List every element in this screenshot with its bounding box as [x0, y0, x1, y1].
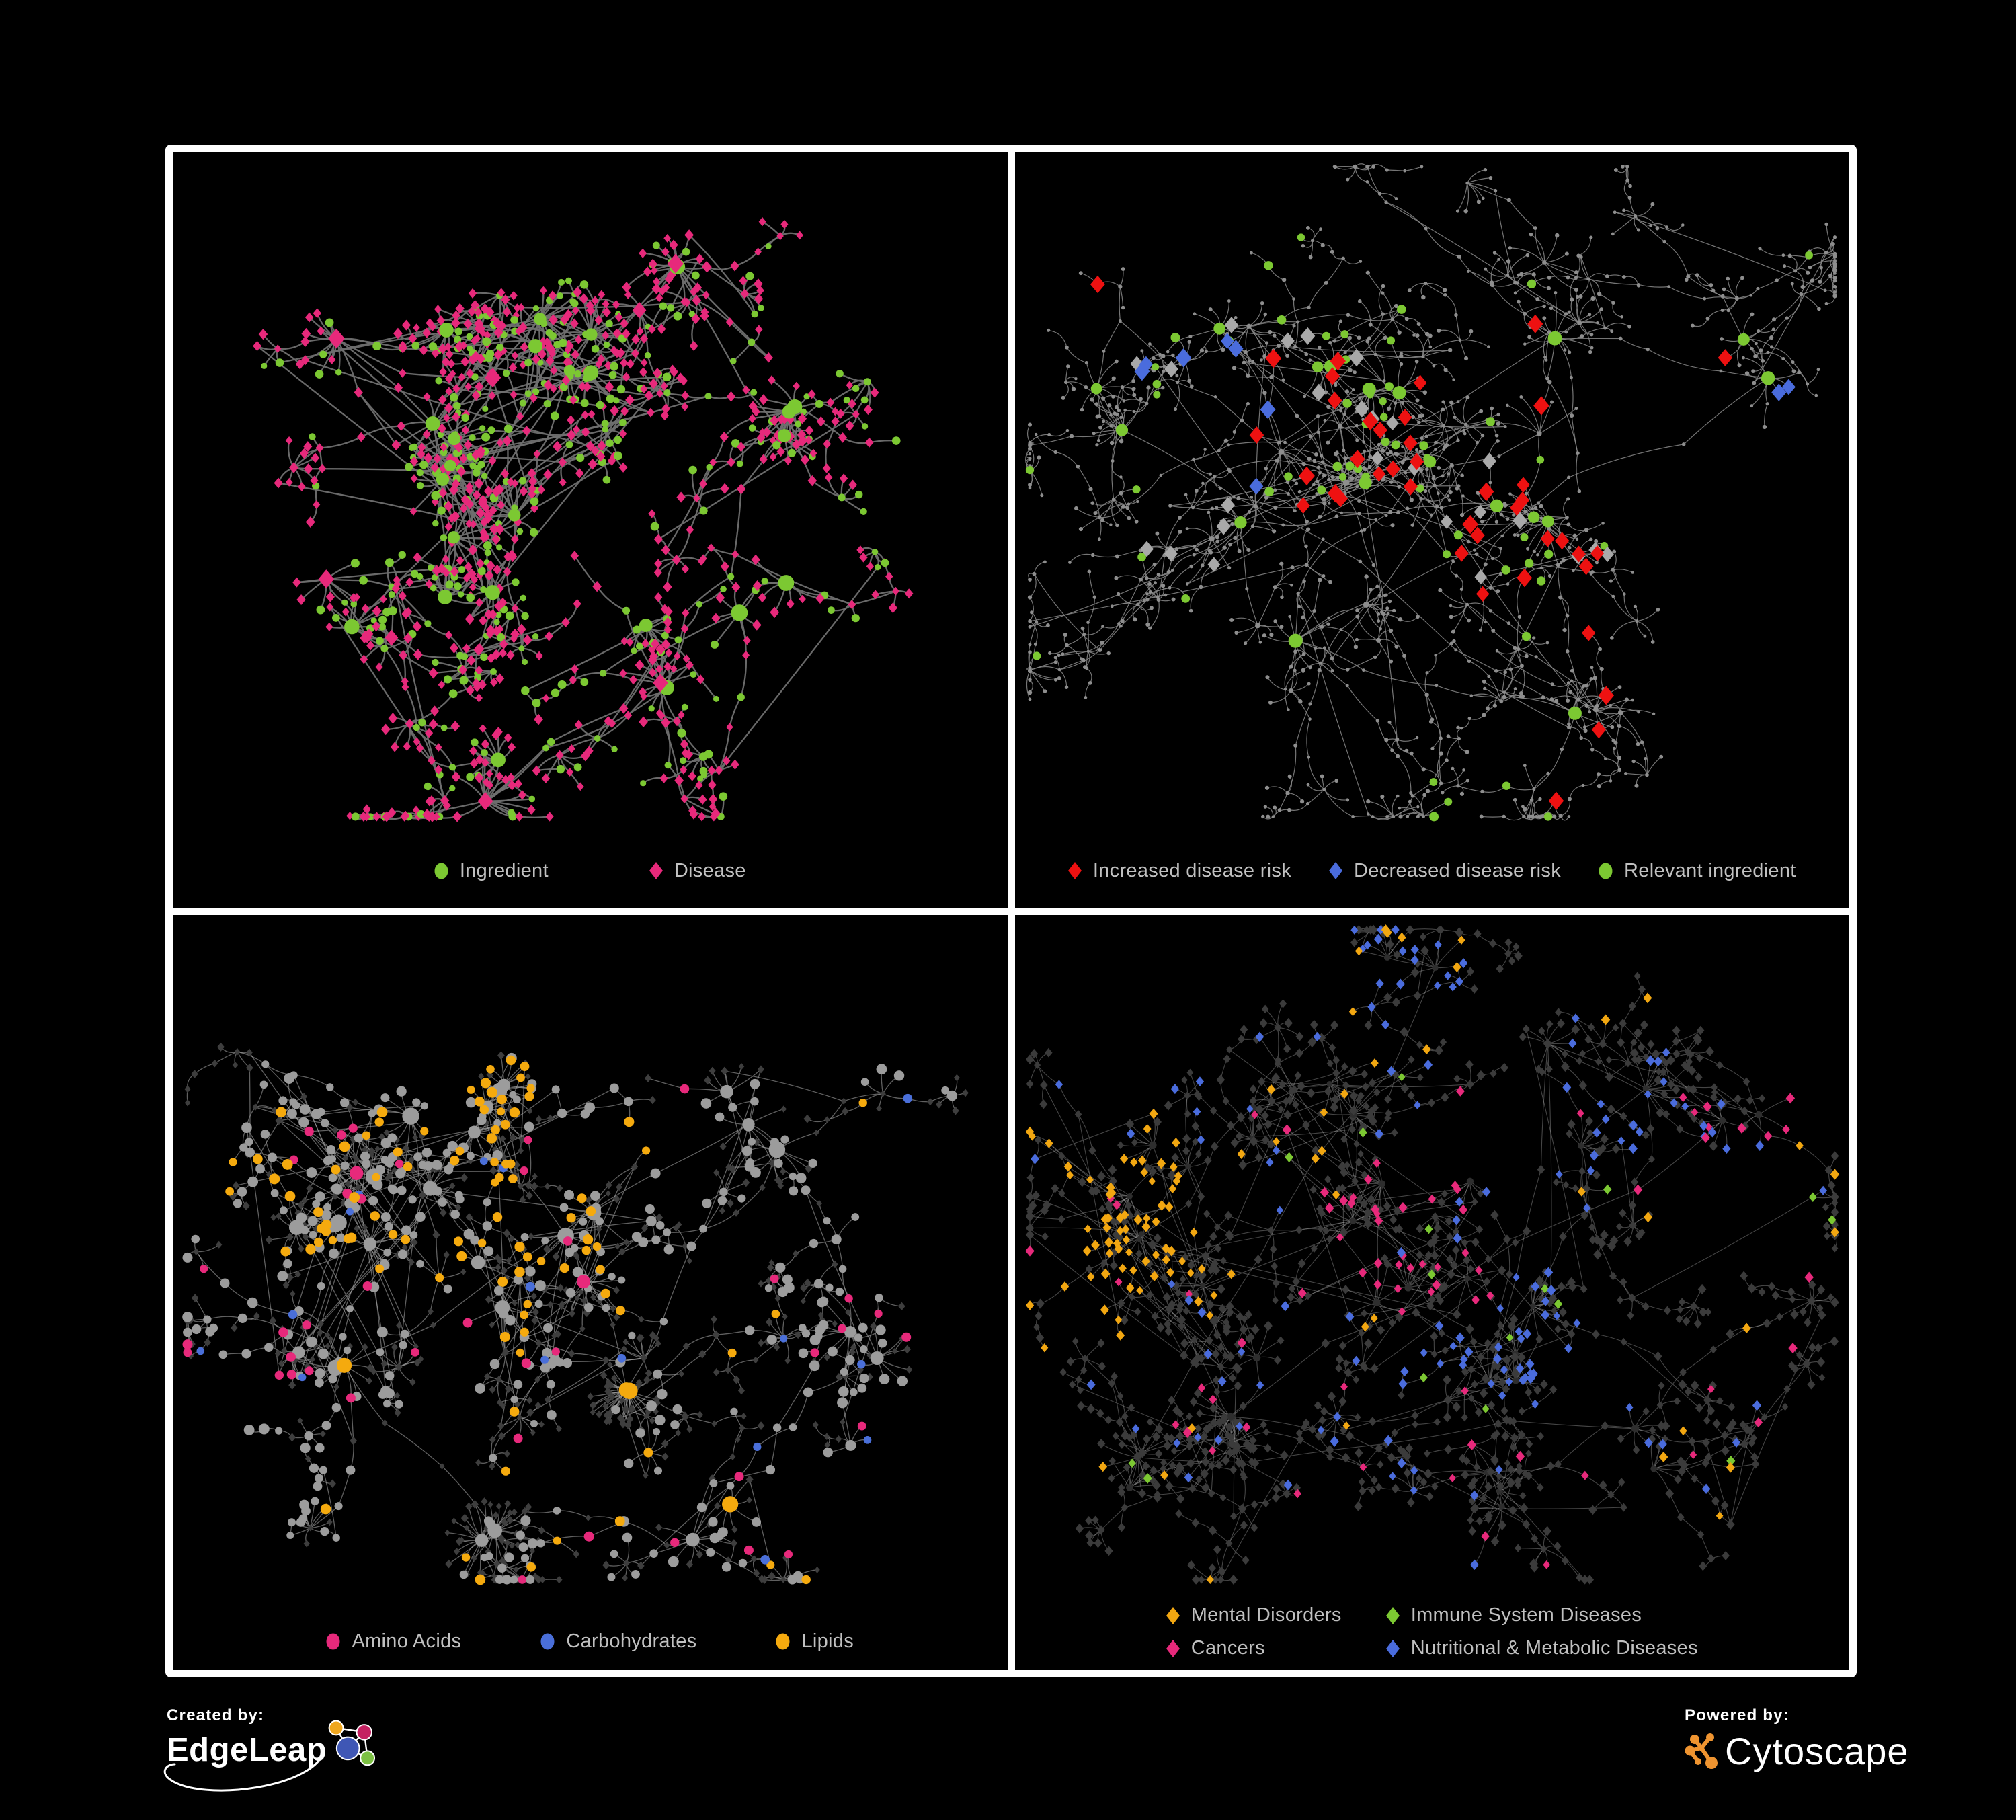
cytoscape-logo-icon [1685, 1733, 1718, 1769]
legend-label: Amino Acids [352, 1630, 462, 1652]
legend-item-cancers: Cancers [1166, 1637, 1342, 1659]
legend-label: Ingredient [459, 859, 549, 881]
legend-item-immune-system-diseases: Immune System Diseases [1385, 1604, 1698, 1626]
disease-categories-legend: Mental Disorders Immune System Diseases Ca… [1015, 1604, 1850, 1659]
legend-label: Cancers [1191, 1637, 1265, 1659]
legend-label: Immune System Diseases [1410, 1604, 1642, 1626]
legend-label: Disease [674, 859, 746, 881]
panel-ingredient-disease: Ingredient Disease [173, 152, 1008, 908]
legend-swatch-diamond-icon [1329, 862, 1343, 879]
ingredient-disease-network-canvas[interactable] [173, 152, 1008, 908]
legend-label: Nutritional & Metabolic Diseases [1410, 1637, 1698, 1659]
legend-label: Increased disease risk [1092, 859, 1292, 881]
legend-swatch-diamond-icon [1385, 1639, 1400, 1657]
legend-item-relevant-ingredient: Relevant ingredient [1599, 860, 1796, 882]
legend-swatch-circle-icon [776, 1633, 790, 1650]
legend-swatch-diamond-icon [649, 862, 663, 879]
panel-disease-risk: Increased disease risk Decreased disease … [1014, 152, 1850, 908]
legend-swatch-diamond-icon [1166, 1639, 1180, 1657]
ingredient-disease-legend: Ingredient Disease [173, 860, 1008, 882]
edgeleap-swoosh-icon [163, 1748, 325, 1792]
legend-item-lipids: Lipids [776, 1630, 854, 1653]
cytoscape-wordmark: Cytoscape [1725, 1730, 1909, 1772]
nutrient-classes-legend: Amino Acids Carbohydrates Lipids [173, 1630, 1008, 1653]
legend-swatch-circle-icon [434, 863, 448, 879]
legend-item-amino-acids: Amino Acids [326, 1630, 461, 1653]
legend-label: Carbohydrates [566, 1630, 697, 1652]
legend-label: Relevant ingredient [1624, 859, 1796, 881]
legend-swatch-diamond-icon [1067, 862, 1082, 879]
edgeleap-logo-icon [328, 1720, 375, 1766]
legend-item-ingredient: Ingredient [434, 860, 549, 882]
legend-item-nutritional-metabolic-diseases: Nutritional & Metabolic Diseases [1385, 1637, 1698, 1659]
nutrient-classes-network-canvas[interactable] [173, 915, 1008, 1671]
disease-categories-network-canvas[interactable] [1015, 915, 1850, 1671]
legend-swatch-diamond-icon [1166, 1606, 1180, 1624]
cytoscape-credit: Powered by: Cytoscape [1685, 1706, 1909, 1773]
powered-by-label: Powered by: [1685, 1706, 1789, 1725]
created-by-label: Created by: [167, 1706, 265, 1725]
legend-label: Mental Disorders [1191, 1604, 1342, 1626]
disease-risk-legend: Increased disease risk Decreased disease … [1015, 860, 1850, 882]
legend-swatch-circle-icon [326, 1633, 340, 1650]
legend-item-disease: Disease [649, 860, 746, 882]
edgeleap-credit: Created by: EdgeLeap [163, 1706, 375, 1817]
legend-swatch-circle-icon [1599, 863, 1613, 879]
disease-risk-network-canvas[interactable] [1015, 152, 1850, 908]
legend-item-carbohydrates: Carbohydrates [540, 1630, 696, 1653]
panel-nutrient-classes: Amino Acids Carbohydrates Lipids [173, 914, 1008, 1671]
panel-disease-categories: Mental Disorders Immune System Diseases Ca… [1014, 914, 1850, 1671]
legend-swatch-circle-icon [540, 1633, 555, 1650]
legend-swatch-diamond-icon [1385, 1606, 1400, 1624]
legend-item-mental-disorders: Mental Disorders [1166, 1604, 1342, 1626]
edgeleap-wordmark: EdgeLeap [167, 1732, 327, 1768]
legend-item-increased-disease-risk: Increased disease risk [1067, 859, 1292, 882]
legend-label: Lipids [801, 1630, 854, 1652]
legend-label: Decreased disease risk [1354, 859, 1562, 881]
panel-grid: Ingredient Disease Increased disease risk… [165, 145, 1857, 1677]
legend-item-decreased-disease-risk: Decreased disease risk [1329, 860, 1561, 882]
